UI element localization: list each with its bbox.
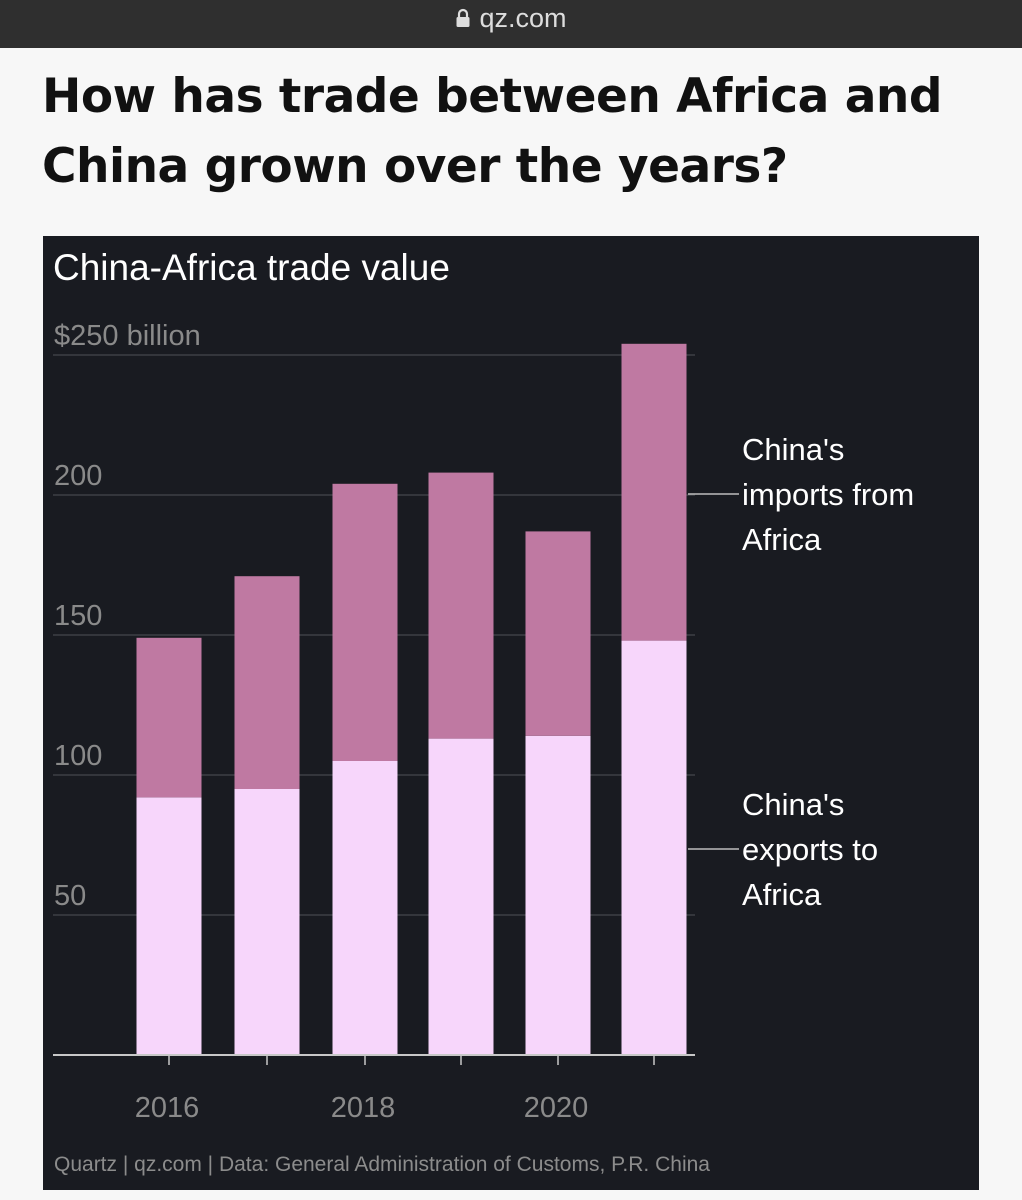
x-tick-label: 2018 <box>331 1092 396 1124</box>
bar-exports-2018 <box>332 761 398 1055</box>
bar-imports-2017 <box>234 576 300 789</box>
bar-exports-2017 <box>234 789 300 1055</box>
imports-label-line: imports from <box>742 477 914 512</box>
exports-label-line: China's <box>742 787 844 822</box>
lock-icon <box>456 8 470 27</box>
url-text: qz.com <box>479 2 567 33</box>
bar-exports-2016 <box>136 797 202 1055</box>
article-headline: How has trade between Africa and China g… <box>42 62 992 202</box>
bar-exports-2019 <box>428 738 494 1055</box>
headline-line-1: How has trade between Africa and <box>42 69 943 124</box>
exports-label-line: exports to <box>742 832 878 867</box>
imports-label-line: Africa <box>742 522 822 557</box>
bar-imports-2021 <box>621 343 687 641</box>
y-tick-label: 150 <box>54 600 102 632</box>
chart-source: Quartz | qz.com | Data: General Administ… <box>54 1153 710 1176</box>
exports-label-line: Africa <box>742 877 822 912</box>
bar-exports-2020 <box>525 735 591 1055</box>
bar-imports-2016 <box>136 637 202 798</box>
x-tick-label: 2016 <box>135 1092 200 1124</box>
y-tick-label: $250 billion <box>54 320 201 352</box>
bar-imports-2019 <box>428 472 494 739</box>
y-tick-label: 100 <box>54 740 102 772</box>
headline-line-2: China grown over the years? <box>42 139 788 194</box>
y-tick-label: 200 <box>54 460 102 492</box>
y-tick-label: 50 <box>54 880 86 912</box>
chart-title: China-Africa trade value <box>53 247 450 288</box>
bar-imports-2020 <box>525 531 591 736</box>
bar-imports-2018 <box>332 483 398 761</box>
browser-bar: qz.com <box>0 0 1022 48</box>
address-bar[interactable]: qz.com <box>0 0 1022 36</box>
imports-label-line: China's <box>742 432 844 467</box>
x-tick-label: 2020 <box>524 1092 589 1124</box>
bar-exports-2021 <box>621 640 687 1055</box>
